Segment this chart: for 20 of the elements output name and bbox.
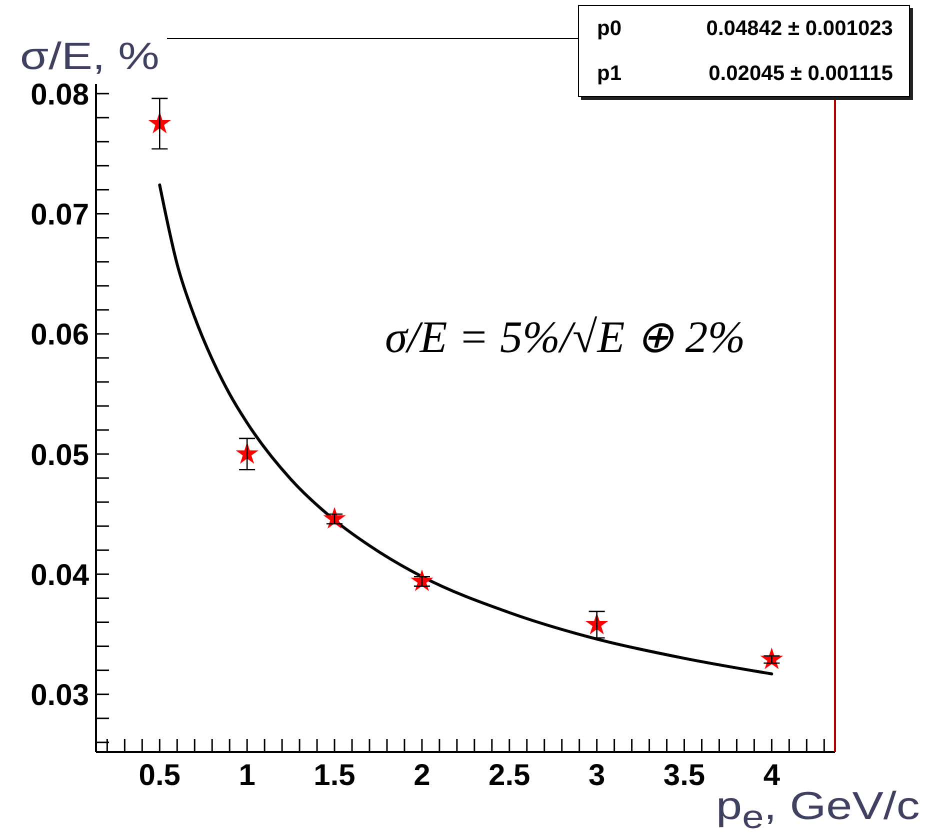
text: 0.04842 ± 0.001023	[706, 16, 893, 40]
x-tick-label: 2	[414, 759, 430, 792]
x-tick-label: 3	[588, 759, 606, 792]
y-tick-label: 0.08	[30, 78, 89, 112]
y-tick-label: 0.07	[30, 198, 89, 232]
x-tick-label: 3.5	[663, 759, 706, 792]
annotation: 0.02045 ± 0.001115	[708, 62, 893, 86]
y-tick-label: 0.03	[30, 679, 89, 712]
x-tick-label: 1.5	[314, 759, 356, 792]
x-tick-label: 1	[238, 759, 256, 792]
y-tick-label: 0.04	[30, 558, 90, 592]
y-axis-title: σ/E, %	[20, 36, 160, 78]
y-tick-label: 0.06	[30, 318, 89, 352]
text: p0	[597, 16, 622, 40]
y-tick-label: 0.05	[30, 438, 89, 472]
x-tick-label: 2.5	[488, 759, 530, 792]
x-tick-label: 0.5	[138, 759, 181, 792]
line-series	[158, 183, 774, 676]
annotation: p1	[597, 62, 622, 86]
annotation: σ/E = 5%/√E ⊕ 2%	[385, 312, 746, 362]
